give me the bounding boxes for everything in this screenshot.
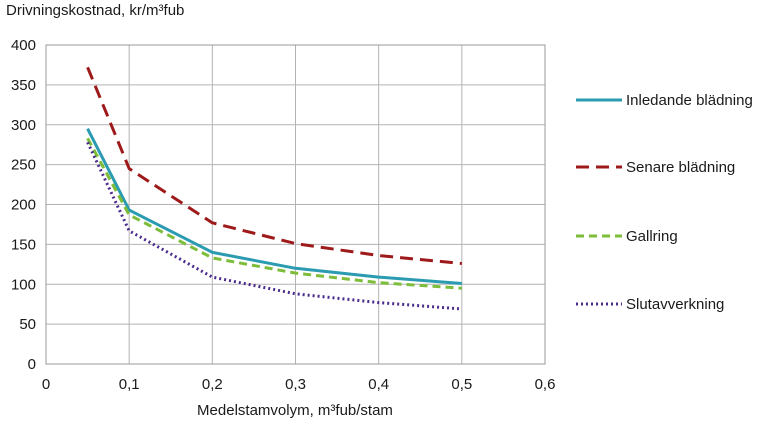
legend-label-inledande: Inledande blädning — [626, 91, 753, 109]
legend-item-slutavverkning: Slutavverkning — [576, 294, 724, 314]
y-tick-label: 50 — [19, 316, 36, 333]
y-tick-label: 100 — [11, 276, 36, 293]
plot-frame — [45, 44, 546, 365]
legend-item-inledande: Inledande blädning — [576, 90, 753, 110]
x-tick-label: 0,6 — [535, 376, 556, 393]
legend-swatch-inledande — [576, 98, 622, 102]
legend-label-slutavverkning: Slutavverkning — [626, 295, 725, 313]
y-tick-label: 400 — [11, 37, 36, 54]
y-axis-label: Drivningskostnad, kr/m³fub — [6, 2, 185, 19]
legend-swatch-slutavverkning — [576, 302, 622, 306]
y-tick-labels: 0 50 100 150 200 250 300 350 400 — [11, 37, 36, 373]
legend-item-gallring: Gallring — [576, 226, 678, 246]
series-line-0 — [86, 128, 462, 285]
x-tick-labels: 0 0,1 0,2 0,3 0,4 0,5 0,6 — [42, 376, 556, 393]
y-tick-label: 200 — [11, 197, 36, 214]
legend-label-senare: Senare blädning — [626, 158, 736, 176]
x-axis-label: Medelstamvolym, m³fub/stam — [197, 402, 393, 419]
legend-swatch-gallring — [576, 234, 622, 238]
y-tick-label: 350 — [11, 77, 36, 94]
series-line-1 — [86, 66, 462, 266]
legend-item-senare: Senare blädning — [576, 157, 735, 177]
legend-swatch-senare — [576, 165, 622, 169]
y-tick-label: 150 — [11, 236, 36, 253]
series-line-3 — [86, 141, 462, 311]
gridlines — [45, 44, 546, 365]
x-tick-label: 0,4 — [368, 376, 389, 393]
x-tick-label: 0,5 — [451, 376, 472, 393]
y-tick-label: 250 — [11, 157, 36, 174]
y-tick-label: 0 — [28, 356, 36, 373]
x-tick-label: 0,1 — [119, 376, 140, 393]
x-tick-label: 0 — [42, 376, 50, 393]
y-tick-label: 300 — [11, 117, 36, 134]
series-line-2 — [86, 137, 462, 290]
x-tick-label: 0,3 — [285, 376, 306, 393]
legend-label-gallring: Gallring — [626, 227, 678, 245]
series-lines — [86, 66, 462, 311]
x-tick-label: 0,2 — [202, 376, 223, 393]
legend: Inledande blädning Senare blädning Gallr… — [576, 0, 766, 432]
